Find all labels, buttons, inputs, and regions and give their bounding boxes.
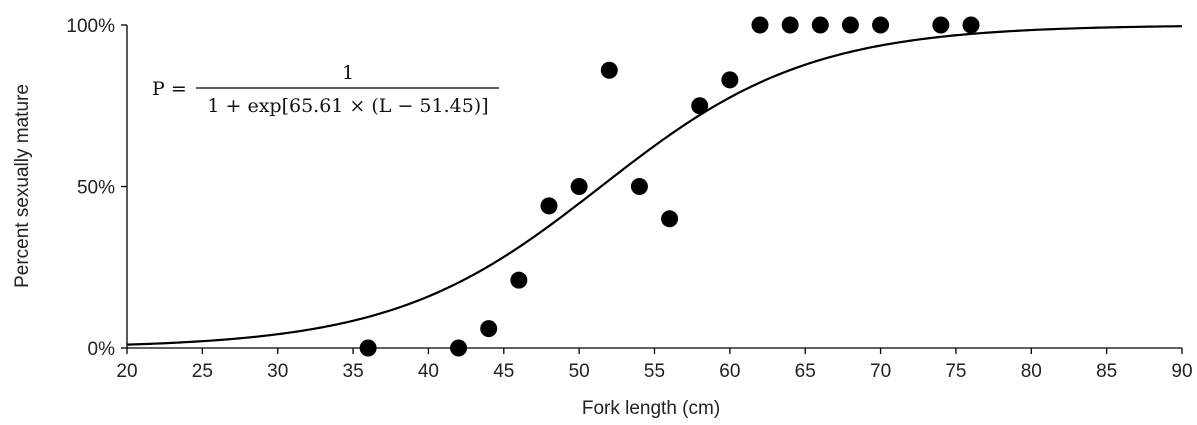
axes bbox=[121, 24, 1183, 354]
x-tick-label: 20 bbox=[116, 361, 137, 382]
x-tick-label: 35 bbox=[343, 361, 364, 382]
y-tick-label: 0% bbox=[88, 339, 116, 360]
data-point bbox=[841, 16, 859, 34]
data-point bbox=[932, 16, 950, 34]
data-points bbox=[359, 16, 980, 357]
data-point bbox=[570, 178, 588, 195]
data-point bbox=[751, 16, 769, 34]
y-axis-title: Percent sexually mature bbox=[12, 84, 33, 288]
equation-lhs: P = bbox=[152, 78, 187, 100]
data-point bbox=[450, 339, 468, 357]
equation-annotation: P = 1 1 + exp[65.61 × (L − 51.45)] bbox=[152, 62, 499, 117]
x-tick-label: 90 bbox=[1171, 361, 1192, 382]
data-point bbox=[630, 178, 648, 195]
x-tick-label: 55 bbox=[644, 361, 665, 382]
x-tick-label: 25 bbox=[192, 361, 213, 382]
x-tick-labels: 20 25 30 35 40 45 50 55 60 65 70 75 80 85 90 bbox=[116, 361, 1192, 382]
data-point bbox=[510, 271, 528, 289]
x-tick-label: 50 bbox=[569, 361, 590, 382]
x-tick-label: 45 bbox=[493, 361, 514, 382]
data-point bbox=[781, 16, 799, 34]
x-tick-label: 30 bbox=[267, 361, 288, 382]
data-point bbox=[721, 71, 739, 89]
x-tick-label: 75 bbox=[945, 361, 966, 382]
x-tick-label: 40 bbox=[418, 361, 439, 382]
x-tick-label: 70 bbox=[870, 361, 891, 382]
x-tick-label: 80 bbox=[1021, 361, 1042, 382]
x-tick-label: 65 bbox=[795, 361, 816, 382]
x-axis-title: Fork length (cm) bbox=[582, 398, 720, 419]
equation-denominator: 1 + exp[65.61 × (L − 51.45)] bbox=[207, 95, 488, 117]
data-point bbox=[691, 97, 709, 115]
data-point bbox=[872, 16, 890, 34]
x-tick-label: 85 bbox=[1096, 361, 1117, 382]
data-point bbox=[359, 339, 377, 357]
x-tick-label: 60 bbox=[719, 361, 740, 382]
data-point bbox=[480, 320, 498, 338]
data-point bbox=[661, 210, 679, 228]
data-point bbox=[540, 197, 558, 215]
fitted-curve bbox=[126, 25, 1183, 346]
data-point bbox=[811, 16, 829, 34]
y-tick-labels: 0% 50% 100% bbox=[66, 16, 115, 360]
data-point bbox=[962, 16, 980, 34]
y-tick-label: 100% bbox=[66, 16, 115, 37]
data-point bbox=[600, 61, 618, 79]
y-tick-label: 50% bbox=[77, 178, 115, 199]
equation-numerator: 1 bbox=[342, 62, 354, 84]
